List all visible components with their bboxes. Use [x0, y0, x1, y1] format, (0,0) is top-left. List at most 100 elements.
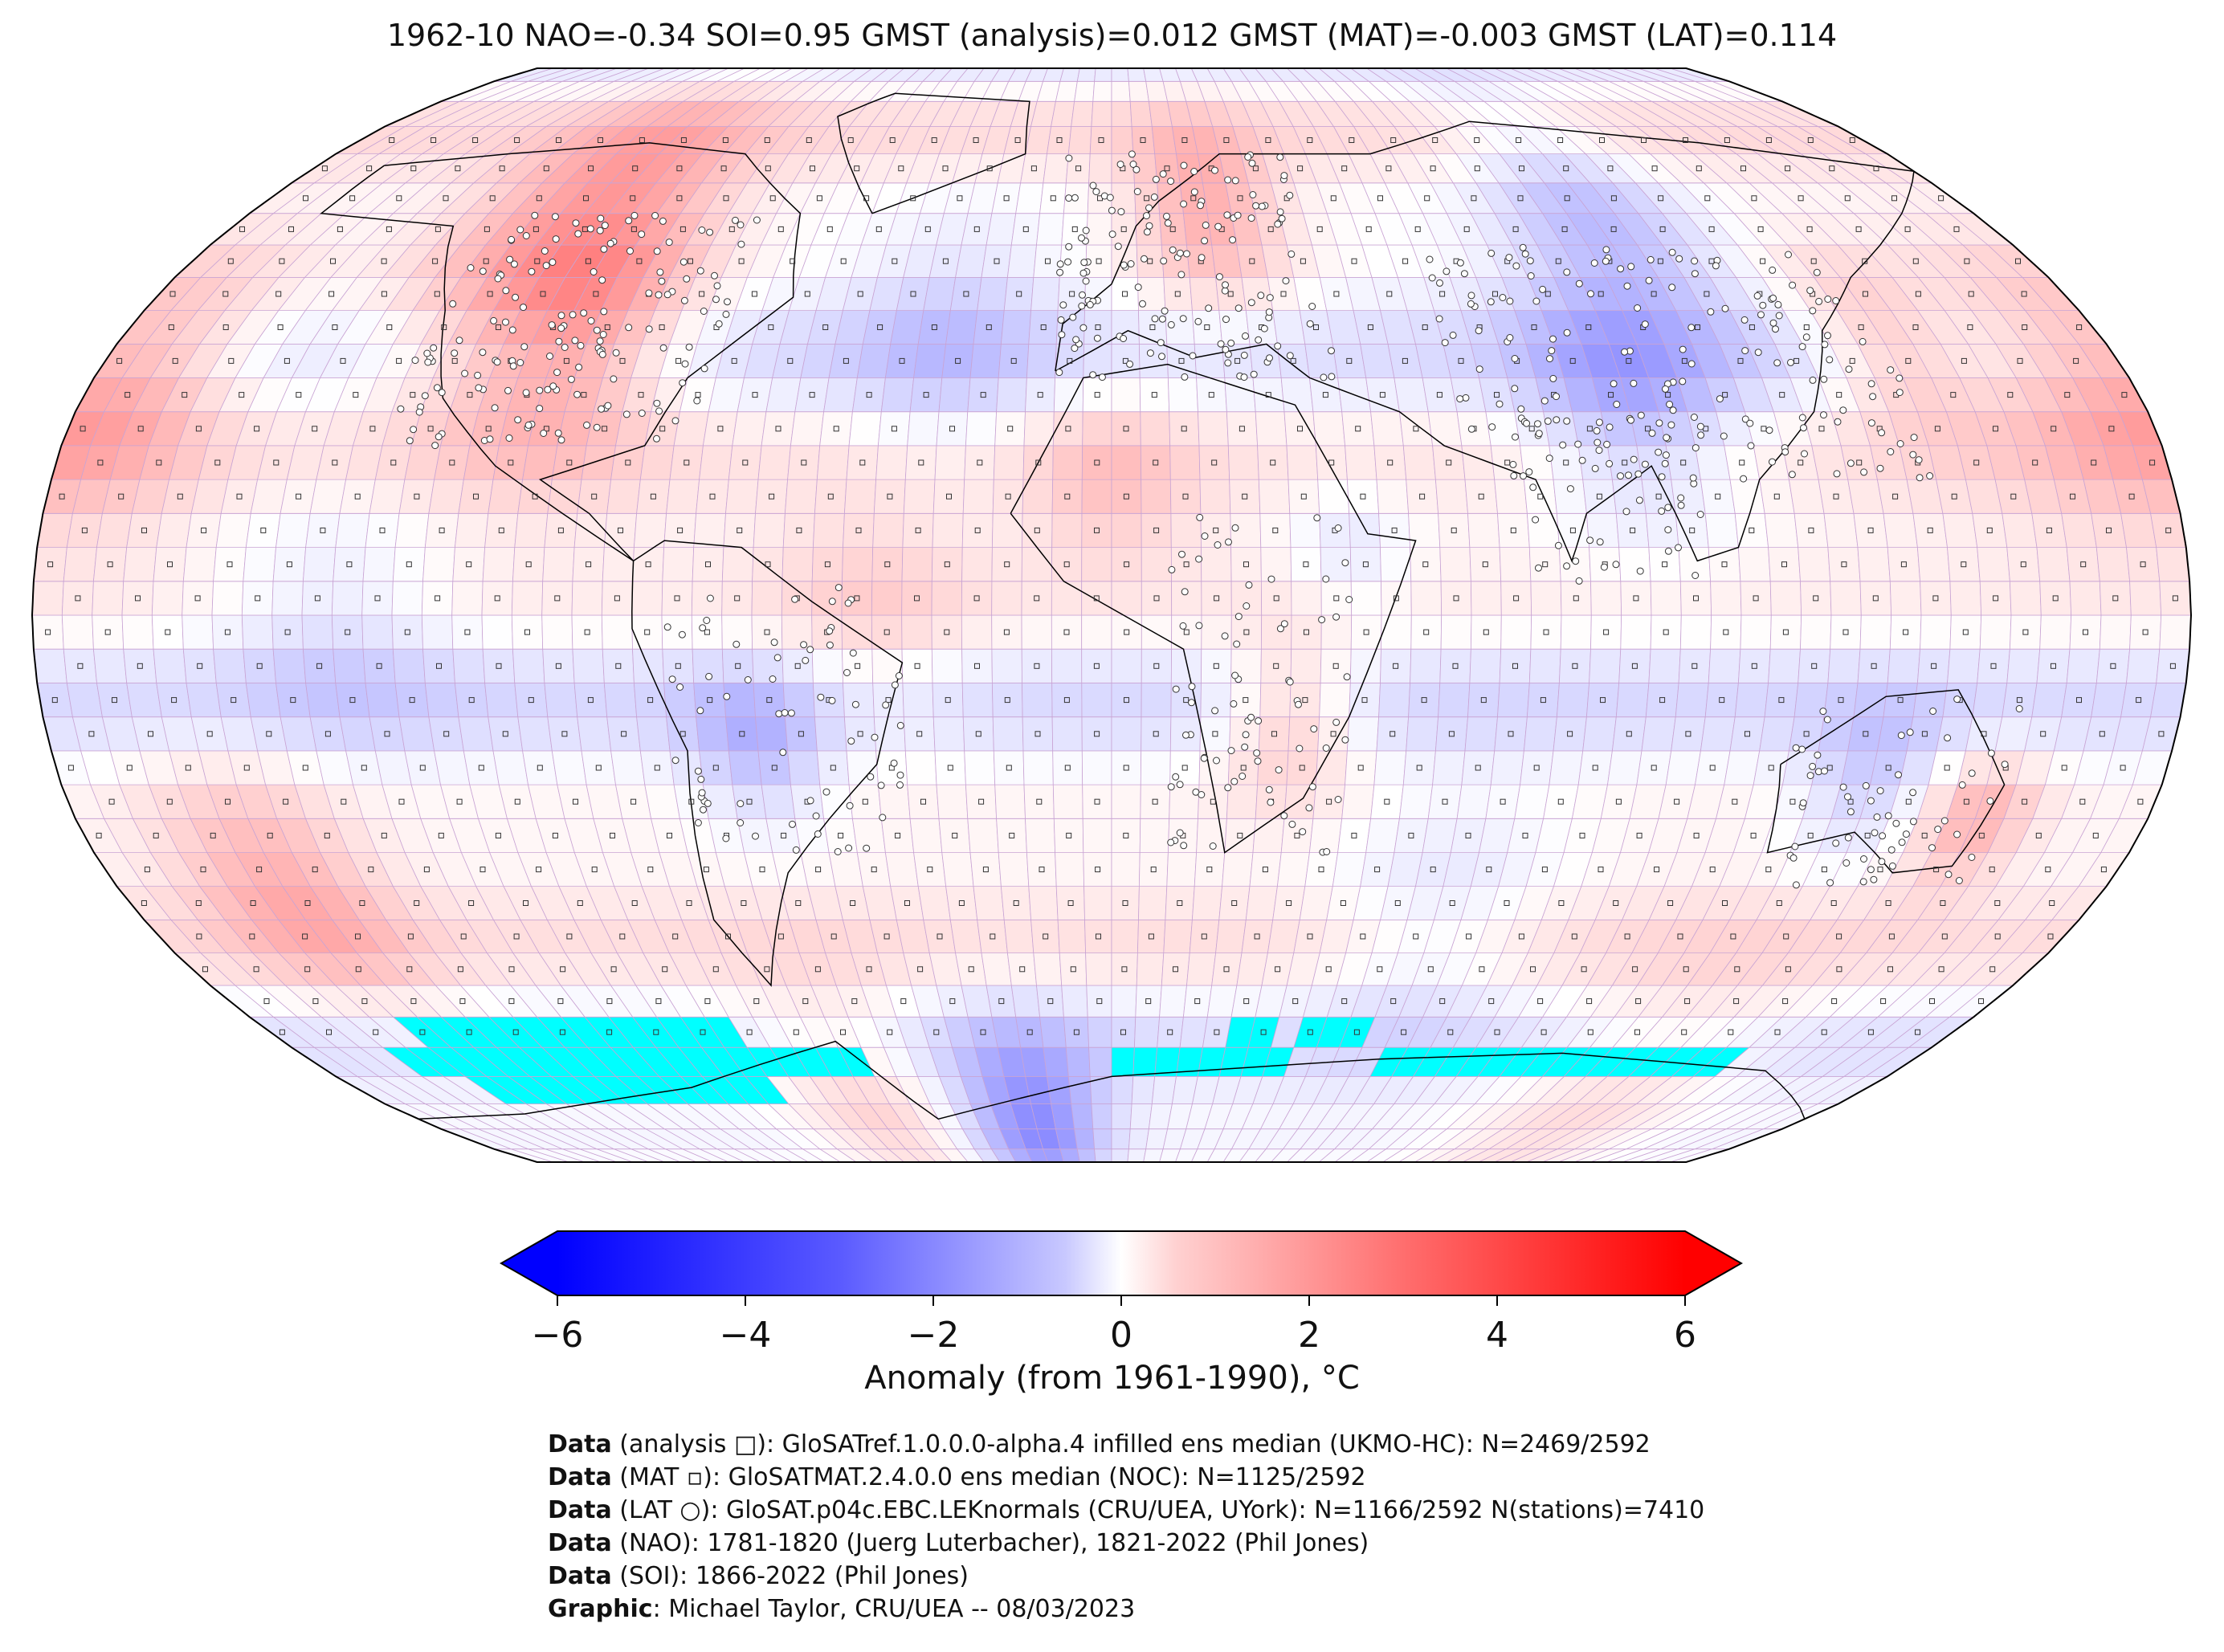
grid-cell [1510, 68, 1558, 82]
analysis-marker [833, 426, 839, 432]
analysis-marker [1422, 324, 1428, 330]
analysis-marker [1349, 137, 1355, 143]
grid-cell [692, 547, 724, 582]
analysis-marker [1782, 998, 1789, 1005]
analysis-marker [1904, 226, 1911, 232]
station-marker [1509, 460, 1517, 468]
grid-cell [851, 377, 886, 413]
station-marker [1159, 170, 1167, 178]
grid-cell [488, 716, 524, 752]
analysis-marker [324, 731, 331, 737]
analysis-marker [949, 426, 955, 432]
analysis-marker [1519, 165, 1524, 172]
grid-cell [1526, 68, 1575, 82]
station-marker [1234, 613, 1243, 621]
grid-cell [812, 512, 845, 548]
station-marker [544, 385, 552, 394]
station-marker [890, 759, 898, 767]
station-marker [1114, 243, 1122, 251]
station-marker [700, 806, 707, 814]
credit-line: Data (analysis □): GloSATref.1.0.0.0-alp… [548, 1428, 1704, 1461]
analysis-marker [557, 527, 564, 533]
grid-cell [1556, 512, 1590, 548]
grid-cell [215, 683, 251, 718]
analysis-marker [1793, 357, 1800, 364]
station-marker [421, 392, 429, 400]
grid-cell [1638, 68, 1696, 82]
analysis-marker [330, 258, 336, 264]
grid-cell [1128, 1128, 1149, 1150]
station-marker [1164, 219, 1172, 227]
grid-cell [1373, 750, 1407, 785]
grid-cell [890, 310, 924, 345]
grid-cell [1615, 512, 1650, 548]
grid-cell [880, 377, 915, 413]
analysis-marker [794, 663, 801, 669]
grid-cell [1456, 784, 1492, 819]
analysis-marker [1891, 195, 1897, 202]
station-marker [1773, 359, 1781, 367]
grid-cell [1191, 886, 1223, 920]
analysis-marker [312, 998, 319, 1005]
grid-cell [871, 614, 903, 650]
station-marker [1820, 411, 1827, 419]
station-marker [694, 767, 702, 775]
station-marker [1253, 749, 1261, 757]
station-marker [1299, 828, 1307, 836]
grid-cell [544, 512, 578, 548]
analysis-marker [443, 731, 450, 737]
analysis-marker [1003, 195, 1010, 202]
analysis-marker [1095, 324, 1101, 330]
analysis-marker [514, 137, 520, 143]
analysis-marker [1384, 798, 1390, 805]
analysis-marker [1299, 765, 1305, 771]
station-marker [1655, 419, 1663, 427]
grid-cell [977, 276, 1008, 312]
grid-cell [1199, 479, 1231, 514]
station-marker [1127, 260, 1135, 267]
grid-cell [1055, 852, 1085, 887]
grid-cell [956, 68, 985, 82]
grid-cell [1136, 244, 1165, 278]
grid-cell [1798, 547, 1831, 582]
station-marker [1876, 464, 1884, 472]
station-marker [630, 211, 639, 219]
analysis-marker [1442, 798, 1448, 805]
analysis-marker [1307, 933, 1313, 940]
station-marker [580, 309, 588, 317]
station-marker [1627, 263, 1635, 271]
grid-cell [1059, 1148, 1080, 1162]
station-marker [711, 271, 718, 279]
analysis-marker [1862, 258, 1868, 264]
station-marker [1056, 268, 1064, 276]
analysis-marker [1994, 900, 2001, 906]
grid-cell [728, 750, 762, 785]
station-marker [1197, 202, 1204, 210]
analysis-marker [1933, 867, 1940, 873]
grid-cell [1589, 68, 1644, 82]
grid-cell [923, 276, 957, 312]
analysis-marker [1654, 867, 1660, 873]
station-marker [1089, 371, 1097, 379]
analysis-marker [435, 226, 441, 232]
grid-cell [1734, 683, 1769, 718]
analysis-marker [1993, 426, 1998, 432]
station-marker [1553, 416, 1561, 424]
analysis-marker [1607, 165, 1614, 172]
station-marker [1512, 262, 1520, 270]
station-marker [1341, 559, 1349, 567]
grid-cell [544, 683, 578, 718]
analysis-marker [892, 258, 898, 264]
station-marker [1909, 451, 1917, 459]
analysis-marker [432, 258, 439, 264]
grid-cell [1582, 716, 1617, 752]
analysis-marker [1463, 226, 1470, 232]
grid-cell [1530, 614, 1562, 650]
grid-cell [32, 581, 64, 616]
grid-cell [1606, 68, 1661, 82]
analysis-marker [148, 731, 153, 737]
analysis-marker [1150, 867, 1157, 873]
grid-cell [271, 614, 304, 650]
station-marker [1586, 536, 1594, 545]
analysis-marker [1932, 595, 1939, 602]
